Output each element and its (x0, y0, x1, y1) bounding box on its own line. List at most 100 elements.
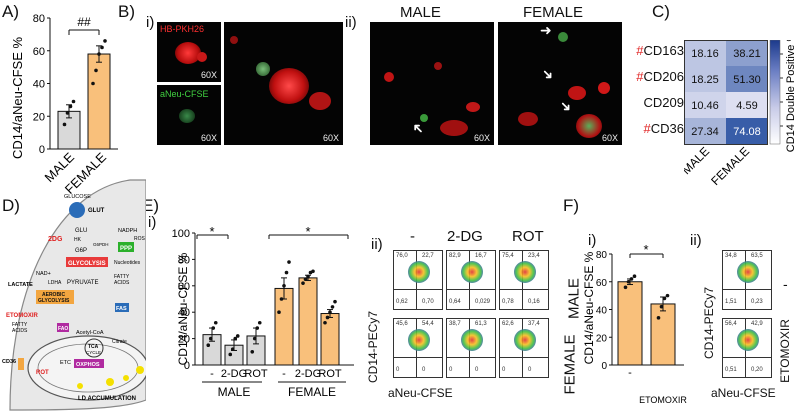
label-glut: GLUT (88, 208, 105, 214)
heatmap-cell (684, 40, 726, 66)
data-point (626, 279, 631, 284)
magnification-label: 60X (200, 133, 217, 143)
label-cd36: CD36 (2, 359, 16, 365)
data-point (94, 68, 98, 73)
group-label-female: FEMALE (288, 385, 336, 399)
lipid-droplet (106, 378, 114, 386)
quadrant-value: 0 (396, 367, 400, 373)
label-hk: HK (74, 237, 82, 243)
panel-a-significance: ## (77, 15, 91, 29)
label-fatty-1: FATTY (114, 274, 130, 280)
data-point (208, 336, 213, 341)
quadrant-value: 16,7 (475, 253, 487, 259)
x-tick-label: 2-DG (295, 368, 321, 380)
data-point (303, 277, 308, 281)
panel-e-sig-male-star: * (209, 224, 214, 239)
flow-population (514, 329, 536, 351)
stain-label-green: aNeu-CFSE (160, 89, 209, 99)
label-lactate: LACTATE (8, 282, 33, 288)
data-point (65, 111, 70, 115)
data-point (306, 274, 310, 279)
micrograph-b-ii-male: ➜ 60X (370, 22, 494, 145)
magnification-label: 60X (601, 133, 618, 143)
flow-f-dash-label: - (783, 276, 788, 292)
data-point (623, 285, 628, 290)
heatmap-col-female: FEMALE (708, 144, 752, 188)
label-nad: NAD+ (36, 271, 51, 277)
data-point (659, 304, 664, 309)
label-pyruvate: PYRUVATE (67, 280, 98, 286)
flow-e-xlabel: aNeu-CFSE (388, 386, 453, 400)
quadrant-value: 0 (475, 367, 479, 373)
label-ppp: PPP (120, 246, 132, 252)
y-tick-label: 0 (601, 361, 607, 372)
quadrant-value: 62,6 (502, 321, 514, 327)
data-point (97, 52, 101, 56)
quadrant-value: 0 (528, 367, 532, 373)
stain-label-red: HB-PKH26 (160, 24, 205, 34)
data-point (230, 347, 235, 351)
label-acetyl: Acetyl-CoA (76, 330, 104, 336)
data-point (252, 336, 257, 341)
oxphos-box (74, 359, 104, 368)
label-fatty-acids-in-1: FATTY (12, 322, 28, 328)
flow-plot: 62,6 37,4 0 0 (499, 318, 549, 378)
quadrant-value: 34,8 (725, 253, 737, 259)
panel-f-i-label: i) (588, 232, 597, 249)
data-point (255, 326, 260, 330)
lipid-droplet (123, 375, 129, 381)
lipid-droplet (77, 383, 83, 389)
flow-population (461, 329, 483, 351)
y-tick-label: 0 (39, 144, 45, 156)
data-point (629, 277, 634, 281)
heatmap-value: 27.34 (691, 126, 719, 138)
heatmap-cell (684, 92, 726, 118)
quadrant-value: 63,5 (751, 253, 763, 259)
quadrant-value: 45,6 (396, 321, 408, 327)
colorbar-label: CD14 Double Positive % (785, 40, 797, 152)
magnification-label: 60X (200, 70, 217, 80)
panel-f-ii-label: ii) (690, 232, 702, 249)
aerobic-glycolysis-box (36, 290, 74, 304)
ppp-box (118, 242, 134, 252)
y-tick-label: 100 (172, 228, 190, 240)
data-point (330, 305, 335, 309)
heatmap-row-label: #CD36 (643, 121, 684, 136)
quadrant-value: 0,23 (751, 299, 763, 305)
data-point (228, 352, 233, 357)
y-tick-label: 0 (184, 360, 190, 372)
y-tick-label: 60 (33, 46, 45, 58)
data-point (656, 316, 661, 320)
x-tick-label: ROT (244, 368, 268, 380)
heatmap-cell (726, 40, 768, 66)
data-point (284, 270, 289, 275)
data-point (100, 45, 104, 50)
heatmap-value: 4.59 (736, 100, 757, 112)
bar (274, 287, 294, 366)
panel-e-ylabel: CD14/aNeu-CFSE % (176, 252, 190, 365)
label-etc: ETC (60, 360, 71, 366)
flow-header-2dg: 2-DG (447, 228, 483, 245)
y-tick-label: 80 (178, 254, 190, 266)
label-nucleotides: Nucleotides (114, 260, 141, 266)
micrograph-female-title: FEMALE (523, 4, 584, 21)
heatmap-value: 18.16 (691, 48, 719, 60)
panel-b-ii-label: ii) (345, 14, 357, 31)
flow-population (514, 261, 536, 283)
data-point (311, 269, 315, 274)
flow-e-ylabel: CD14-PECy7 (366, 310, 380, 384)
group-label-male: MALE (218, 385, 251, 399)
quadrant-value: 54,4 (422, 321, 434, 327)
quadrant-value: 61,3 (475, 321, 487, 327)
x-tick-label: - (282, 368, 286, 380)
label-fatty-acids-in-2: ACIDS (12, 328, 28, 334)
data-point (662, 296, 667, 301)
heatmap-row-label: #CD206 (636, 69, 684, 84)
heatmap-value: 51.30 (733, 74, 761, 86)
data-point (301, 281, 305, 285)
label-nadph: NADPH (118, 228, 137, 234)
quadrant-value: 82,9 (449, 253, 461, 259)
heatmap-border (684, 40, 768, 145)
flow-f-etomoxir-label: ETOMOXIR (778, 319, 792, 383)
